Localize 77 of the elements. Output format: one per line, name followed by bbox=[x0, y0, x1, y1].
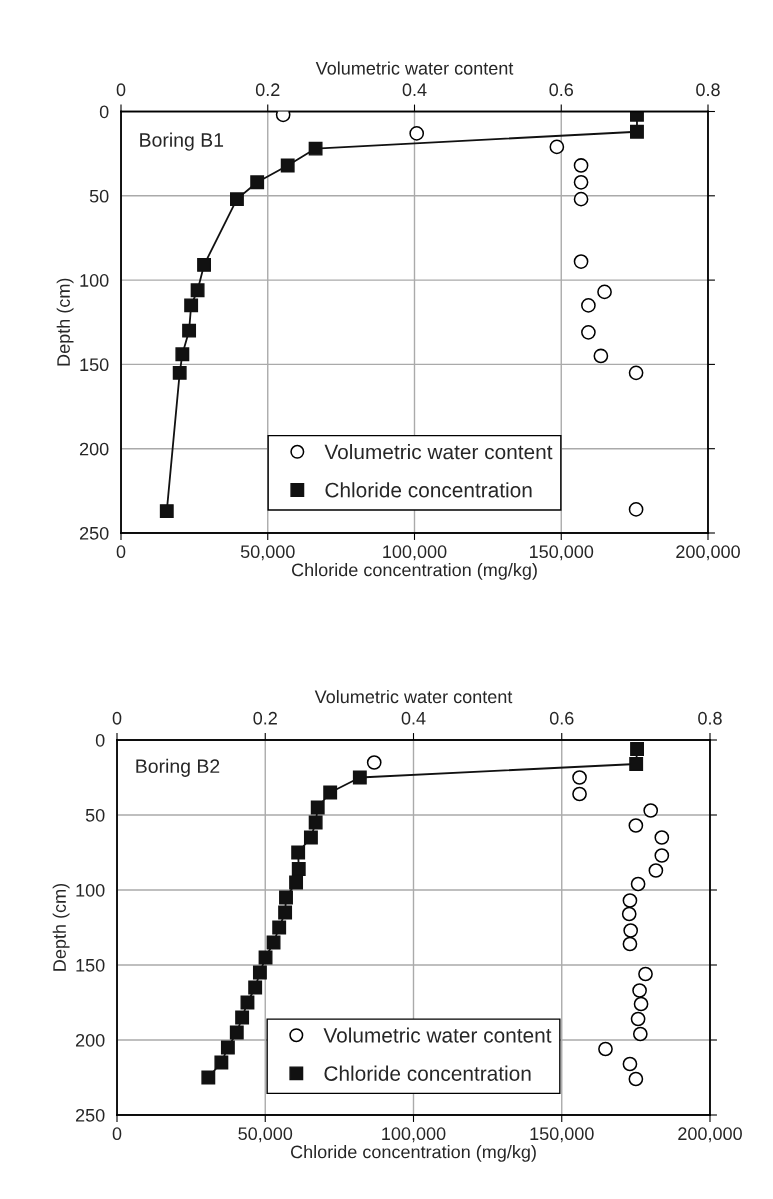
y-axis-title: Depth (cm) bbox=[52, 883, 70, 971]
legend-label: Volumetric water content bbox=[323, 1027, 552, 1043]
point bbox=[323, 785, 338, 800]
point bbox=[303, 830, 318, 845]
x2-tick-label: 0.4 bbox=[402, 83, 427, 97]
legend-label: Chloride concentration bbox=[325, 482, 532, 498]
point bbox=[159, 504, 174, 519]
point bbox=[229, 1025, 244, 1040]
point bbox=[291, 845, 306, 860]
y-tick-label: 0 bbox=[95, 733, 105, 747]
point bbox=[291, 862, 306, 876]
x2-tick-label: 0.6 bbox=[549, 83, 574, 97]
point bbox=[229, 192, 244, 207]
point bbox=[308, 141, 323, 156]
x-axis-title: Chloride concentration (mg/kg) bbox=[291, 563, 537, 580]
point bbox=[308, 815, 323, 830]
x-tick-label: 50,000 bbox=[238, 1127, 293, 1143]
x-tick-label: 0 bbox=[116, 545, 126, 559]
x-axis-title: Chloride concentration (mg/kg) bbox=[290, 1145, 536, 1162]
point bbox=[250, 175, 265, 190]
y-tick-label: 150 bbox=[76, 958, 105, 972]
annotation: Boring B1 bbox=[140, 132, 224, 151]
point bbox=[278, 905, 293, 920]
point bbox=[201, 1070, 216, 1085]
x2-tick-label: 0.2 bbox=[255, 83, 280, 97]
x2-axis-title: Volumetric water content bbox=[314, 689, 513, 704]
x2-axis-title: Volumetric water content bbox=[315, 61, 514, 75]
x2-tick-label: 0.6 bbox=[549, 711, 574, 725]
y-tick-label: 200 bbox=[79, 442, 109, 456]
x2-tick-label: 0.8 bbox=[698, 711, 722, 725]
x-tick-label: 0 bbox=[112, 1127, 122, 1141]
x-tick-label: 100,000 bbox=[382, 1127, 446, 1143]
legend-label: Volumetric water content bbox=[324, 444, 553, 460]
point bbox=[630, 742, 645, 756]
y-tick-label: 100 bbox=[76, 883, 105, 897]
y-axis-title: Depth (cm) bbox=[56, 278, 74, 366]
point bbox=[214, 1055, 229, 1070]
y-tick-label: 250 bbox=[75, 1108, 105, 1122]
x2-tick-label: 0.8 bbox=[696, 83, 720, 97]
point bbox=[630, 111, 644, 122]
x-tick-label: 50,000 bbox=[240, 545, 295, 561]
point bbox=[289, 875, 304, 890]
point bbox=[310, 800, 325, 815]
y-tick-label: 250 bbox=[79, 526, 109, 540]
point bbox=[175, 347, 190, 362]
point bbox=[279, 890, 293, 905]
x-tick-label: 200,000 bbox=[676, 545, 740, 561]
y-tick-label: 150 bbox=[80, 358, 109, 372]
x2-tick-label: 0.4 bbox=[401, 711, 426, 725]
y-tick-label: 200 bbox=[75, 1033, 105, 1047]
point bbox=[352, 770, 367, 785]
point bbox=[248, 980, 263, 995]
x2-tick-label: 0 bbox=[116, 83, 126, 97]
point bbox=[280, 158, 295, 173]
y-tick-label: 100 bbox=[80, 274, 109, 287]
point bbox=[252, 965, 267, 980]
y-tick-label: 50 bbox=[89, 189, 109, 203]
y-tick-label: 50 bbox=[85, 808, 105, 822]
x-tick-label: 150,000 bbox=[530, 545, 594, 561]
point bbox=[190, 283, 205, 298]
point bbox=[272, 920, 287, 935]
annotation: Boring B2 bbox=[136, 758, 220, 777]
point bbox=[184, 298, 199, 313]
point bbox=[629, 757, 644, 771]
point bbox=[197, 257, 212, 272]
x-tick-label: 100,000 bbox=[383, 545, 447, 561]
x2-tick-label: 0 bbox=[112, 711, 122, 725]
x2-tick-label: 0.2 bbox=[253, 711, 277, 725]
y-tick-label: 0 bbox=[99, 105, 109, 119]
point bbox=[182, 323, 197, 338]
point bbox=[220, 1040, 235, 1055]
x-tick-label: 200,000 bbox=[678, 1127, 742, 1143]
x-tick-label: 150,000 bbox=[530, 1127, 594, 1143]
point bbox=[235, 1010, 250, 1025]
legend-label: Chloride concentration bbox=[324, 1065, 531, 1081]
point bbox=[630, 124, 644, 139]
point bbox=[172, 365, 187, 380]
